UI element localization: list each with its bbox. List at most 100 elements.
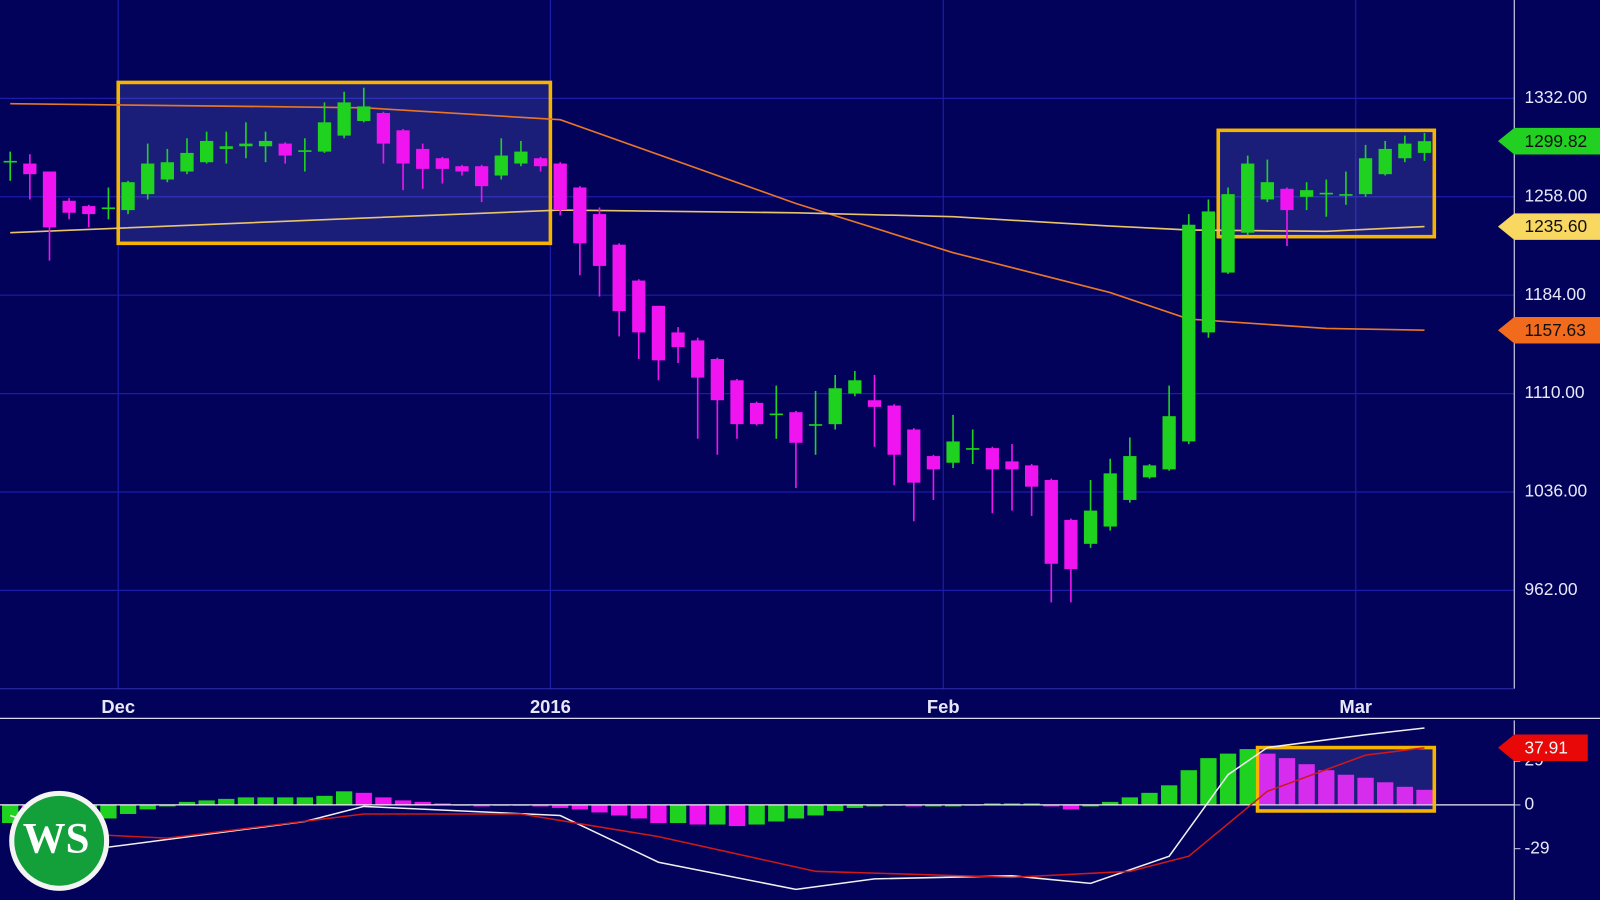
y-tick-label: -29 [1524,837,1549,857]
candle-body [42,171,57,228]
candle-body [1398,143,1412,159]
histogram-bar [944,804,962,807]
candle-body [1064,519,1078,570]
candle-body [3,160,17,163]
histogram-bar [296,797,314,805]
histogram-bar [100,804,117,819]
histogram-bar [198,800,215,805]
candle-body [357,106,371,122]
candle-body [435,158,449,169]
candle-body [1182,224,1196,442]
histogram-bar [316,795,333,805]
price-tag-label: 1157.63 [1524,320,1585,340]
candle-body [848,380,862,394]
candle-body [553,163,567,211]
candle-body [1260,182,1274,200]
candle-body [1378,148,1392,175]
moving-average [10,209,1425,234]
histogram-bar [2,804,19,824]
candle-body [239,143,253,147]
candle-body [533,158,548,167]
candle-body [691,340,705,378]
histogram-bar [1003,803,1021,805]
histogram-bar [709,804,726,825]
macd-line [9,727,1425,891]
candle-body [592,214,607,266]
candle-body [573,187,587,244]
candle-body [219,146,233,149]
moving-average [10,102,1425,332]
candle-body [710,359,724,401]
candle-body [121,182,135,211]
logo: WS [9,790,110,891]
histogram-bar [1416,789,1433,805]
price-tag [1497,213,1600,240]
histogram-bar [119,804,137,814]
candle-body [416,148,430,169]
histogram-bar [846,804,864,808]
candle-body [1083,510,1098,544]
histogram-bar [905,804,922,807]
histogram-bar [807,804,824,816]
candle-body [1280,188,1294,211]
candle-body [1123,456,1137,500]
candle-body [298,150,312,152]
histogram-bar [178,801,196,805]
histogram-bar [1298,764,1315,805]
logo-text: WS [23,816,90,863]
candle-body [769,413,783,416]
price-tag [1497,316,1600,344]
histogram-bar [610,804,628,816]
macd-line [10,746,1425,879]
price-tag [1497,127,1600,155]
histogram-bar [1200,758,1217,805]
candle-body [926,456,941,470]
histogram-bar [1318,770,1335,805]
candle-body [23,163,37,175]
candle-body [514,151,528,164]
histogram-bar [1043,804,1060,807]
histogram-bar [1141,792,1158,805]
histogram-bar [1259,753,1276,805]
candle-body [946,441,960,463]
candle-body [985,448,999,470]
candle-body [396,130,410,164]
histogram-bar [984,803,1001,805]
candle-body [1201,211,1216,333]
candle-body [671,332,685,348]
histogram-bar [1180,770,1197,805]
histogram-bar [630,804,647,819]
histogram-bar [1062,804,1080,810]
candle-body [1044,480,1058,564]
candle-body [180,152,194,172]
value-tag-label: 37.91 [1524,737,1567,757]
y-tick-label: 962.00 [1524,579,1577,599]
histogram-bar [414,801,431,805]
candle-body [1417,141,1432,153]
candle-body [612,244,626,312]
histogram-bar [925,804,942,807]
candle-body [828,388,842,425]
candle-body [651,305,666,361]
highlight-box [1255,745,1437,813]
candle-body [82,206,96,215]
candle-body [632,280,646,333]
candle-body [789,412,803,443]
histogram-bar [787,804,805,819]
candle-body [887,405,901,455]
candle-body [1005,461,1019,470]
histogram-bar [748,804,765,825]
x-tick-label: Mar [1339,696,1372,717]
histogram-bar [1102,801,1119,805]
candle-body [141,163,155,195]
y-tick-label: 1110.00 [1524,382,1584,402]
histogram-bar [591,804,608,813]
histogram-bar [768,804,785,822]
candle-body [101,207,116,210]
x-tick-label: 2016 [530,696,571,717]
candle-body [317,122,332,152]
candle-body [730,380,744,425]
candle-body [1358,158,1373,195]
histogram-bar [1278,758,1296,805]
histogram-bar [1219,753,1237,805]
